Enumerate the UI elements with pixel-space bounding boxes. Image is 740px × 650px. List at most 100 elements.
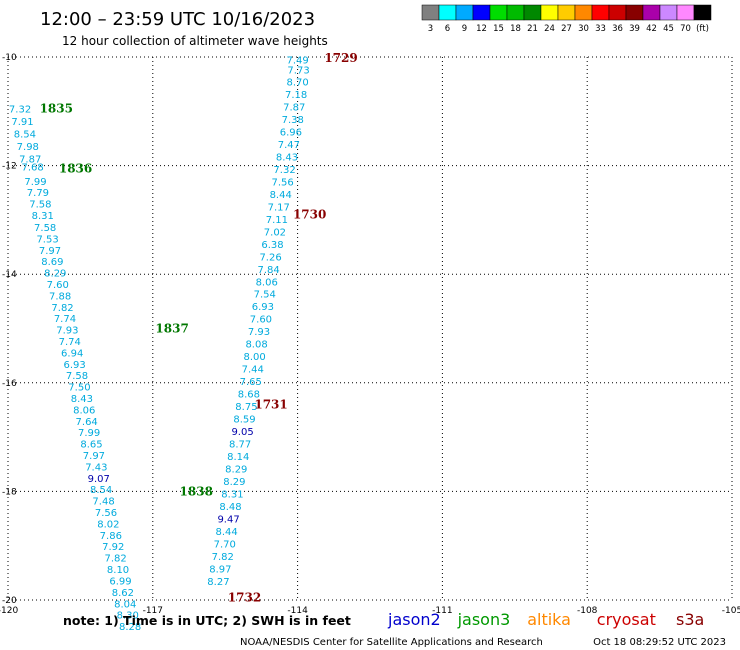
swh-value: 6.93 xyxy=(252,302,274,313)
colorbar-label: 70 xyxy=(680,24,691,34)
mission-label: altika xyxy=(527,610,571,629)
pass-time-label: 1837 xyxy=(155,322,188,336)
swh-value: 7.88 xyxy=(49,291,71,302)
colorbar-label: 39 xyxy=(629,24,640,34)
colorbar-swatch xyxy=(455,4,474,21)
pass-time-label: 1838 xyxy=(180,484,213,498)
swh-value: 7.84 xyxy=(258,265,280,276)
colorbar-swatch xyxy=(540,4,559,21)
pass-time-label: 1835 xyxy=(40,102,73,116)
swh-value: 7.11 xyxy=(266,215,288,226)
swh-value: 8.27 xyxy=(207,577,229,588)
swh-value: 7.74 xyxy=(59,337,81,348)
swh-value: 8.70 xyxy=(286,77,308,88)
pass-time-label: 1729 xyxy=(324,51,357,65)
pass-time-label: 1731 xyxy=(254,398,287,412)
colorbar-swatch xyxy=(523,4,542,21)
swh-value: 7.54 xyxy=(254,290,276,301)
swh-value: 7.60 xyxy=(250,315,272,326)
swh-value: 8.97 xyxy=(209,565,231,576)
color-scale-legend: 3 6 9 12 15 18 21 24 27 30 33 36 39 42 45 70 (ft) xyxy=(421,4,712,34)
plot-grid xyxy=(7,56,733,601)
swh-value: 7.02 xyxy=(264,227,286,238)
swh-value: 7.60 xyxy=(47,280,69,291)
swh-value: 7.91 xyxy=(11,117,33,128)
pass-time-label: 1732 xyxy=(228,590,261,604)
swh-value: 8.08 xyxy=(245,340,267,351)
swh-value: 7.92 xyxy=(102,542,124,553)
swh-value: 7.48 xyxy=(92,497,114,508)
swh-value: 8.06 xyxy=(73,405,95,416)
swh-value: 7.87 xyxy=(283,102,305,113)
y-tick-label: -20 xyxy=(2,596,17,606)
swh-value: 7.43 xyxy=(85,462,107,473)
swh-value: 7.58 xyxy=(29,200,51,211)
colorbar-swatch xyxy=(659,4,678,21)
swh-value: 8.44 xyxy=(270,190,292,201)
colorbar-swatch xyxy=(574,4,593,21)
swh-value: 8.77 xyxy=(229,440,251,451)
footer-timestamp: Oct 18 08:29:52 UTC 2023 xyxy=(593,637,726,648)
swh-value: 9.47 xyxy=(217,515,239,526)
swh-value: 8.59 xyxy=(233,415,255,426)
swh-value: 8.29 xyxy=(44,269,66,280)
swh-value: 7.82 xyxy=(51,303,73,314)
colorbar-label: 21 xyxy=(527,24,538,34)
swh-value: 7.56 xyxy=(272,177,294,188)
swh-value: 6.94 xyxy=(61,348,83,359)
swh-value: 8.44 xyxy=(216,527,238,538)
colorbar-swatch xyxy=(608,4,627,21)
y-tick-label: -10 xyxy=(2,53,17,63)
swh-value: 6.99 xyxy=(109,576,131,587)
swh-value: 7.93 xyxy=(248,327,270,338)
colorbar-swatch xyxy=(625,4,644,21)
swh-value: 7.73 xyxy=(287,65,309,76)
swh-value: 7.74 xyxy=(54,314,76,325)
swh-value: 7.70 xyxy=(214,540,236,551)
y-tick-label: -16 xyxy=(2,379,17,389)
swh-value: 8.29 xyxy=(223,477,245,488)
x-tick-label: -108 xyxy=(577,606,598,616)
swh-value: 7.82 xyxy=(212,552,234,563)
colorbar-swatch xyxy=(506,4,525,21)
swh-value: 7.87 xyxy=(19,155,41,166)
swh-value: 8.48 xyxy=(219,502,241,513)
swh-value: 8.75 xyxy=(235,402,257,413)
swh-value: 7.93 xyxy=(56,326,78,337)
swh-value: 7.56 xyxy=(95,508,117,519)
swh-value: 8.31 xyxy=(221,490,243,501)
pass-time-label: 1730 xyxy=(293,207,326,221)
x-tick-label: -105 xyxy=(722,606,740,616)
swh-value: 8.65 xyxy=(80,440,102,451)
swh-value: 7.97 xyxy=(39,246,61,257)
colorbar-swatch xyxy=(693,4,712,21)
pass-time-label: 1836 xyxy=(59,161,92,175)
swh-value: 6.38 xyxy=(261,240,283,251)
swh-value: 7.44 xyxy=(242,365,264,376)
mission-label: cryosat xyxy=(597,610,656,629)
swh-value: 7.58 xyxy=(66,371,88,382)
colorbar-label: 6 xyxy=(445,24,450,34)
colorbar-swatch xyxy=(472,4,491,21)
swh-value: 8.68 xyxy=(238,390,260,401)
x-tick-label: -111 xyxy=(432,606,452,616)
colorbar-swatch xyxy=(557,4,576,21)
swh-value: 7.99 xyxy=(24,177,46,188)
chart-subtitle: 12 hour collection of altimeter wave hei… xyxy=(62,34,328,48)
swh-value: 7.79 xyxy=(27,188,49,199)
swh-value: 8.28 xyxy=(119,622,141,633)
swh-value: 7.58 xyxy=(34,223,56,234)
colorbar-swatch xyxy=(421,4,440,21)
swh-value: 6.93 xyxy=(63,360,85,371)
colorbar-label: 30 xyxy=(578,24,589,34)
swh-value: 8.31 xyxy=(32,211,54,222)
mission-label: jason3 xyxy=(457,610,511,629)
swh-value: 7.65 xyxy=(240,377,262,388)
swh-value: 8.62 xyxy=(112,588,134,599)
colorbar-label: 36 xyxy=(612,24,623,34)
swh-value: 8.10 xyxy=(107,565,129,576)
x-tick-label: -114 xyxy=(287,606,308,616)
footer-note: note: 1) Time is in UTC; 2) SWH is in fe… xyxy=(63,613,351,628)
colorbar-label: 18 xyxy=(510,24,521,34)
